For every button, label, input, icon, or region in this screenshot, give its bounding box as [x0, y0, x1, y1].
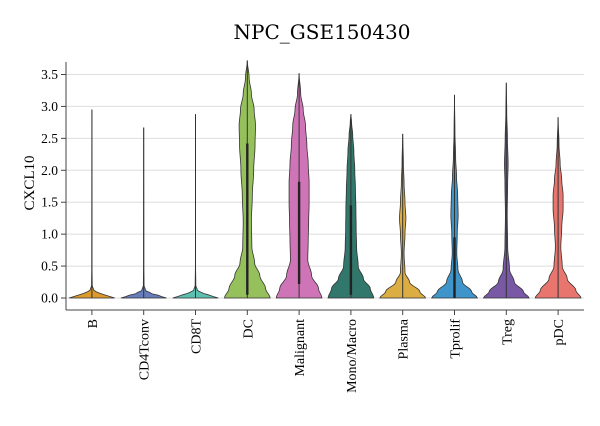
x-tick-label: Treg — [500, 319, 515, 345]
y-tick-label: 3.0 — [41, 99, 58, 114]
chart-title: NPC_GSE150430 — [234, 20, 411, 44]
y-axis-label: CXCL10 — [22, 155, 38, 210]
violins — [68, 60, 582, 299]
x-axis-ticks: B CD4Tconv CD8T DC Malignant Mono/Macro Plasma… — [86, 310, 567, 393]
x-tick-label: Malignant — [293, 319, 308, 377]
x-tick-label: CD8T — [190, 319, 205, 354]
y-tick-label: 1.5 — [41, 195, 58, 210]
y-axis-ticks: 0.0 0.5 1.0 1.5 2.0 2.5 3.0 3.5 — [41, 67, 66, 306]
y-tick-label: 2.0 — [41, 163, 58, 178]
x-tick-label: DC — [241, 319, 256, 338]
grid-lines — [66, 74, 584, 299]
x-tick-label: CD4Tconv — [138, 319, 153, 380]
y-tick-label: 3.5 — [41, 67, 58, 82]
y-tick-label: 1.0 — [41, 227, 58, 242]
x-tick-label: B — [86, 319, 101, 328]
y-tick-label: 0.5 — [41, 259, 58, 274]
y-tick-label: 0.0 — [41, 291, 58, 306]
x-tick-label: Tprolif — [449, 319, 464, 359]
y-tick-label: 2.5 — [41, 131, 58, 146]
x-tick-label: Mono/Macro — [345, 319, 360, 393]
axes — [65, 62, 584, 311]
x-tick-label: Plasma — [397, 318, 412, 359]
x-tick-label: pDC — [552, 319, 567, 345]
